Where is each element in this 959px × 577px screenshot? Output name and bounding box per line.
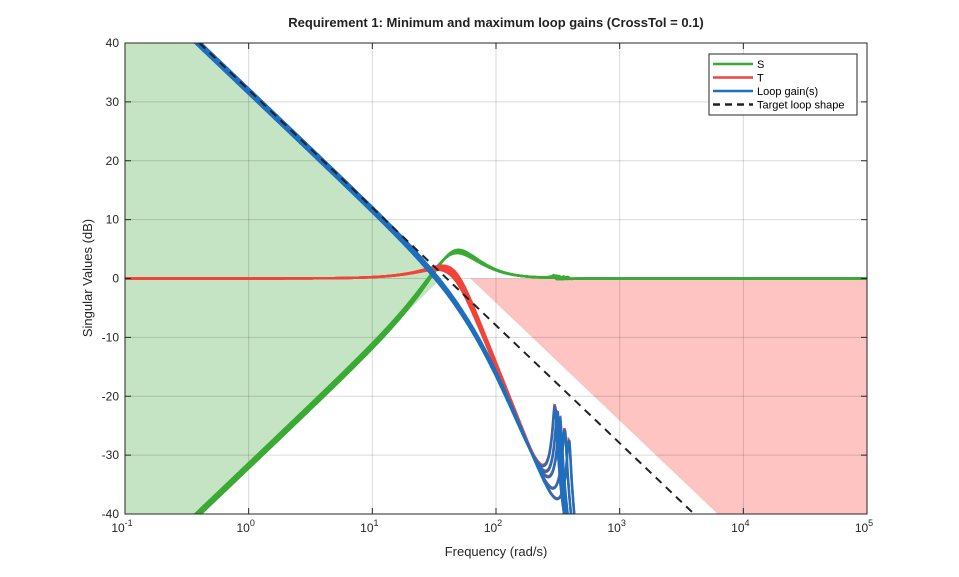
y-tick-label: 20 bbox=[106, 154, 120, 168]
y-tick-label: 0 bbox=[112, 272, 119, 286]
y-tick-label: -40 bbox=[102, 507, 120, 521]
t-curve bbox=[125, 264, 576, 514]
chart-title: Requirement 1: Minimum and maximum loop … bbox=[288, 15, 703, 30]
y-tick-label: -30 bbox=[102, 448, 120, 462]
s-curve bbox=[198, 248, 867, 514]
x-axis-label: Frequency (rad/s) bbox=[445, 544, 548, 559]
legend-label: Loop gain(s) bbox=[757, 86, 818, 98]
loop-gain-curve bbox=[198, 43, 576, 514]
target-loop-shape-line bbox=[198, 43, 695, 514]
x-tick-label: 100 bbox=[236, 518, 254, 535]
y-tick-label: -10 bbox=[102, 330, 120, 344]
y-tick-label: 40 bbox=[106, 36, 120, 50]
x-tick-label: 104 bbox=[731, 518, 749, 535]
legend-label: Target loop shape bbox=[757, 100, 844, 112]
legend-label: T bbox=[757, 73, 764, 85]
y-tick-label: 30 bbox=[106, 95, 120, 109]
y-axis-label: Singular Values (dB) bbox=[80, 219, 95, 337]
max-gain-region bbox=[470, 278, 867, 514]
x-tick-label: 101 bbox=[360, 518, 378, 535]
x-tick-label: 10-1 bbox=[111, 518, 132, 535]
y-tick-label: 10 bbox=[106, 213, 120, 227]
x-tick-label: 102 bbox=[484, 518, 502, 535]
x-tick-label: 105 bbox=[855, 518, 873, 535]
y-tick-label: -20 bbox=[102, 389, 120, 403]
x-tick-label: 103 bbox=[607, 518, 625, 535]
legend-label: S bbox=[757, 59, 764, 71]
